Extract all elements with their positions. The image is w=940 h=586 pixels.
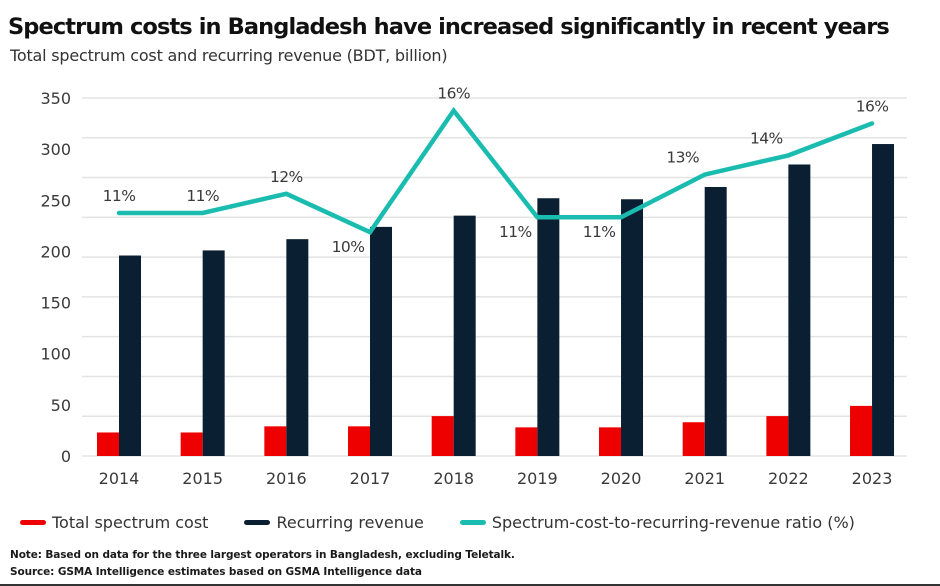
bar-recurring-revenue: [704, 186, 727, 456]
bar-spectrum-cost: [515, 427, 538, 456]
legend-item-ratio[interactable]: Spectrum-cost-to-recurring-revenue ratio…: [459, 513, 855, 532]
x-tick-label: 2015: [182, 469, 223, 488]
x-tick-label: 2023: [852, 469, 893, 488]
y-tick-label: 100: [40, 345, 71, 364]
x-tick-label: 2022: [768, 469, 809, 488]
chart-title: Spectrum costs in Bangladesh have increa…: [8, 14, 890, 40]
bar-recurring-revenue: [202, 250, 225, 456]
bar-recurring-revenue: [537, 198, 560, 457]
bar-recurring-revenue: [788, 164, 811, 456]
legend-label: Recurring revenue: [276, 513, 424, 532]
ratio-data-label: 11%: [186, 187, 219, 205]
bottom-rule: [0, 584, 940, 586]
y-tick-label: 50: [51, 396, 71, 415]
y-tick-label: 300: [40, 140, 71, 159]
ratio-data-label: 14%: [750, 129, 783, 147]
y-axis-ticks: 0 50 100 150 200 250 300 350: [40, 89, 71, 466]
ratio-data-label: 11%: [583, 223, 616, 241]
x-tick-label: 2019: [517, 469, 558, 488]
bar-recurring-revenue: [370, 226, 393, 456]
footnote: Note: Based on data for the three larges…: [10, 549, 515, 561]
x-axis-ticks: 2014 2015 2016 2017 2018 2019 2020 2021 2022 2023: [99, 469, 893, 488]
bar-spectrum-cost: [348, 426, 371, 456]
legend-item-spectrum-cost[interactable]: Total spectrum cost: [20, 513, 208, 532]
x-tick-label: 2018: [433, 469, 474, 488]
legend: Total spectrum cost Recurring revenue Sp…: [20, 513, 891, 532]
ratio-labels: 11% 11% 12% 10% 16% 11% 11% 13% 14% 16%: [103, 85, 889, 257]
ratio-data-label: 13%: [666, 149, 699, 167]
y-tick-label: 350: [40, 89, 71, 108]
legend-label: Total spectrum cost: [52, 513, 209, 532]
ratio-data-label: 16%: [856, 97, 889, 115]
x-tick-label: 2021: [684, 469, 725, 488]
source-note: Source: GSMA Intelligence estimates base…: [10, 566, 422, 578]
ratio-line: [116, 106, 875, 235]
ratio-data-label: 11%: [103, 187, 136, 205]
ratio-data-label: 16%: [437, 85, 470, 103]
ratio-line-group: [116, 106, 875, 235]
bar-recurring-revenue: [453, 215, 476, 456]
bar-spectrum-cost: [431, 416, 454, 456]
x-tick-label: 2017: [350, 469, 391, 488]
bar-recurring-revenue: [286, 239, 309, 456]
bar-spectrum-cost: [682, 422, 705, 456]
bars: [97, 144, 895, 457]
bar-spectrum-cost: [264, 426, 287, 456]
ratio-data-label: 12%: [270, 168, 303, 186]
y-tick-label: 0: [61, 447, 71, 466]
legend-label: Spectrum-cost-to-recurring-revenue ratio…: [491, 513, 855, 532]
bar-recurring-revenue: [119, 255, 141, 456]
ratio-data-label: 11%: [499, 223, 532, 241]
x-tick-label: 2016: [266, 469, 307, 488]
legend-swatch-ratio: [459, 520, 486, 525]
bar-spectrum-cost: [850, 405, 873, 456]
x-tick-label: 2014: [99, 469, 140, 488]
legend-swatch-recurring-revenue: [244, 520, 271, 525]
bar-recurring-revenue: [872, 144, 895, 456]
y-tick-label: 200: [40, 242, 71, 261]
y-tick-label: 150: [40, 294, 71, 313]
bar-spectrum-cost: [180, 432, 203, 456]
bar-recurring-revenue: [621, 199, 644, 456]
ratio-data-label: 10%: [332, 238, 365, 256]
bar-spectrum-cost: [766, 416, 789, 456]
bar-spectrum-cost: [97, 432, 119, 456]
y-tick-label: 250: [40, 191, 71, 210]
bar-spectrum-cost: [599, 427, 622, 456]
chart-subtitle: Total spectrum cost and recurring revenu…: [10, 46, 448, 65]
x-tick-label: 2020: [601, 469, 642, 488]
legend-item-recurring-revenue[interactable]: Recurring revenue: [244, 513, 424, 532]
legend-swatch-spectrum-cost: [20, 520, 46, 525]
